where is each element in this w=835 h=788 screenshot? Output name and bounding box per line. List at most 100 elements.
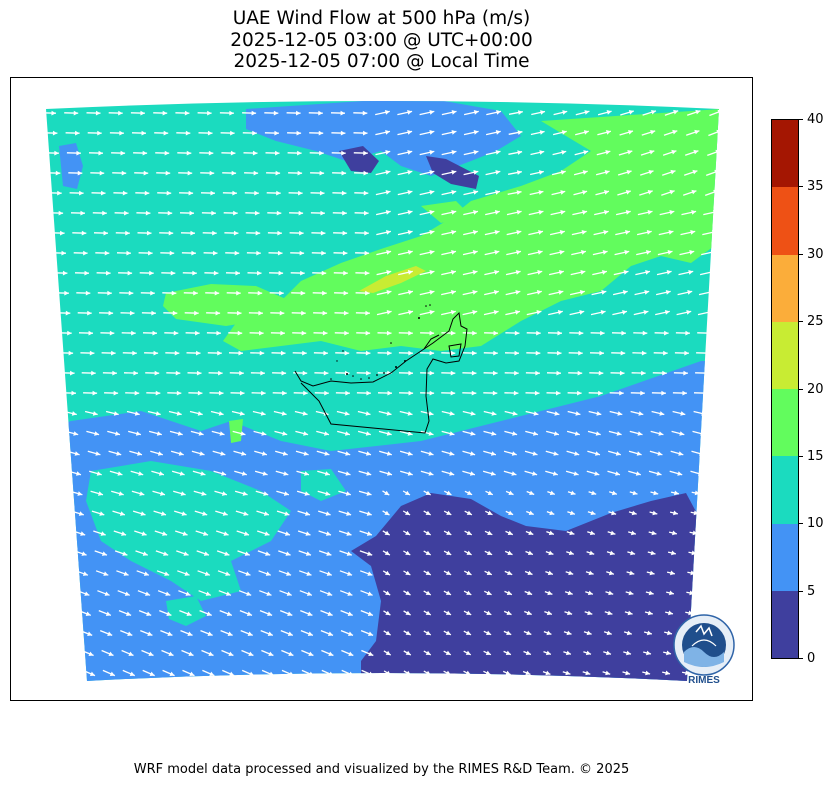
wind-arrow-head (172, 310, 178, 316)
wind-arrow-head (207, 631, 213, 636)
wind-arrow-head (560, 170, 566, 175)
wind-arrow-head (213, 250, 218, 256)
speed-band-15-20-patch (421, 201, 471, 223)
wind-arrow-head (301, 310, 306, 316)
wind-arrow-head (693, 149, 699, 155)
wind-arrow-head (253, 170, 259, 176)
wind-arrow-head (517, 150, 523, 155)
wind-arrow-head (595, 451, 600, 456)
wind-arrow-head (216, 330, 221, 336)
wind-arrow-head (155, 390, 161, 396)
wind-arrow-head (76, 150, 81, 156)
wind-arrow-head (167, 631, 173, 636)
wind-arrow-head (467, 490, 473, 495)
wind-arrow-head (495, 130, 501, 135)
wind-arrow-head (365, 330, 371, 336)
wind-arrow-head (407, 110, 413, 115)
colorbar-band-4 (772, 321, 798, 389)
wind-arrow-head (507, 530, 513, 535)
wind-arrow-head (362, 110, 368, 116)
wind-arrow-head (569, 510, 575, 516)
wind-arrow-head (365, 290, 370, 296)
wind-arrow-head (517, 110, 523, 115)
wind-arrow-head (219, 431, 225, 436)
wind-arrow-head (673, 510, 678, 516)
wind-arrow-head (161, 511, 166, 516)
wind-arrow-head (671, 149, 677, 155)
wind-arrow-head (344, 350, 350, 356)
wind-arrow-head (466, 550, 472, 555)
wind-arrow-head (609, 550, 615, 556)
wind-arrow-head (116, 451, 122, 456)
wind-arrow-head (308, 671, 314, 676)
wind-arrow-head (282, 431, 288, 436)
wind-arrow-head (167, 210, 173, 216)
wind-arrow-head (135, 431, 141, 436)
wind-arrow-head (67, 330, 72, 336)
wind-arrow-head (598, 370, 604, 376)
wind-arrow-head (465, 630, 471, 635)
wind-arrow-head (107, 290, 112, 296)
wind-arrow-head (472, 290, 478, 295)
wind-arrow-head (107, 631, 113, 636)
wind-arrow-head (630, 550, 636, 556)
wind-arrow-head (386, 451, 392, 456)
wind-arrow-head (235, 270, 240, 276)
wind-arrow-head (300, 290, 306, 296)
wind-arrow-head (236, 310, 242, 316)
wind-arrow-head (546, 610, 552, 616)
wind-arrow-head (601, 290, 607, 295)
wind-arrow-head (283, 491, 289, 496)
wind-arrow-head (628, 130, 633, 135)
wind-arrow-head (407, 270, 413, 275)
wind-arrow-head (276, 190, 281, 196)
wind-arrow-head (98, 150, 103, 156)
wind-arrow-head (575, 411, 581, 416)
colorbar-tick-label: 30 (807, 246, 824, 262)
wind-arrow-head (408, 390, 414, 396)
wind-arrow-head (128, 651, 134, 656)
wind-arrow-head (694, 490, 700, 496)
wind-arrow-head (280, 350, 286, 356)
wind-arrow-head (686, 310, 692, 315)
wind-arrow-head (92, 390, 98, 396)
wind-arrow-head (626, 630, 632, 636)
wind-arrow-head (89, 350, 95, 356)
wind-arrow-head (384, 530, 390, 536)
wind-arrow-head (495, 150, 501, 155)
wind-arrow-head (578, 330, 584, 336)
wind-arrow-head (274, 130, 279, 136)
wind-arrow-head (174, 350, 180, 356)
wind-arrow-head (117, 471, 123, 476)
wind-arrow-head (589, 550, 595, 556)
wind-arrow-head (647, 210, 653, 215)
wind-arrow-head (385, 210, 391, 215)
wind-arrow-head (94, 431, 100, 436)
wind-arrow-head (625, 670, 631, 676)
wind-arrow-head (473, 130, 479, 135)
wind-arrow-head (674, 490, 679, 496)
wind-arrow-head (237, 330, 243, 336)
wind-arrow-head (385, 610, 391, 616)
wind-arrow-head (547, 590, 553, 596)
colorbar-band-7 (772, 120, 798, 188)
wind-arrow-head (577, 390, 582, 396)
wind-arrow-head (324, 431, 329, 436)
wind-arrow-head (650, 550, 656, 556)
wind-arrow-head (595, 431, 601, 436)
wind-arrow-head (346, 551, 352, 556)
wind-arrow-head (210, 190, 215, 196)
wind-arrow-head (366, 491, 372, 496)
wind-arrow-head (385, 150, 391, 155)
wind-arrow-head (248, 651, 254, 656)
wind-arrow-head (487, 550, 493, 555)
wind-arrow-head (669, 189, 675, 195)
wind-arrow-head (320, 210, 325, 216)
wind-arrow-head (234, 250, 240, 256)
wind-arrow-head (492, 390, 498, 396)
wind-arrow-head (186, 150, 192, 156)
wind-arrow-head (589, 530, 595, 536)
wind-arrow-head (187, 170, 193, 176)
wind-arrow-head (515, 290, 521, 295)
wind-arrow-head (88, 330, 93, 336)
